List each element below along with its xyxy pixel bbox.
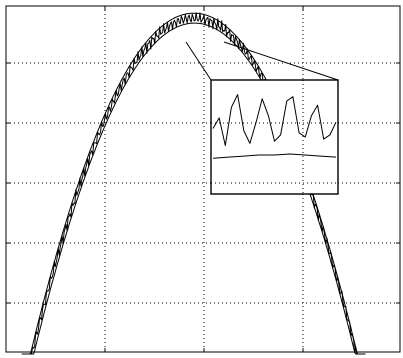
axis-ticks — [6, 6, 400, 352]
inset-series-line-2 — [212, 153, 337, 159]
inset-series-line-1 — [212, 94, 337, 146]
zoom-inset — [210, 79, 339, 195]
main-grid — [6, 6, 400, 352]
zoom-connector-right — [223, 41, 339, 81]
inset-frame — [210, 79, 339, 195]
zoom-connectors — [185, 41, 339, 81]
plot-frame — [5, 5, 401, 353]
inset-series-group — [212, 94, 337, 159]
zoom-connector-left — [185, 41, 212, 81]
